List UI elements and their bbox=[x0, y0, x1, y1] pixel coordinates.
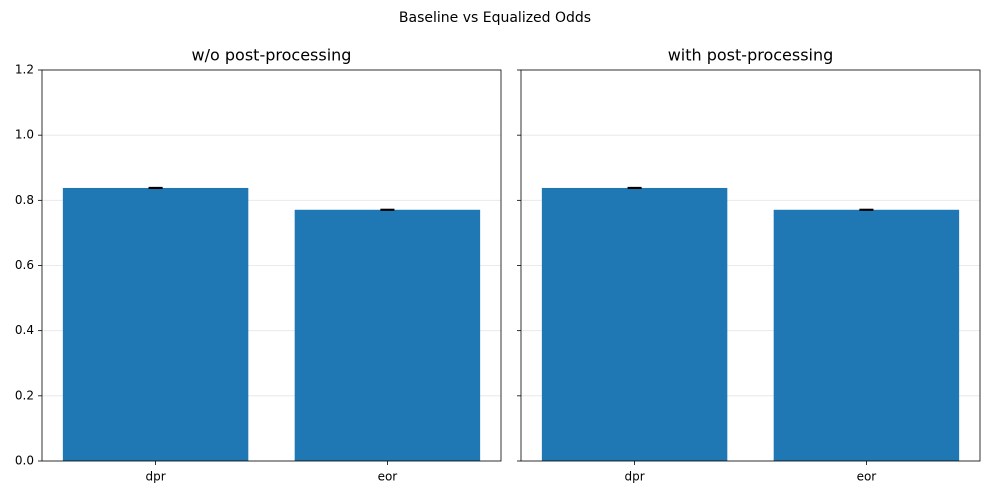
y-tick-label: 1.0 bbox=[15, 128, 34, 142]
x-tick-label: eor bbox=[378, 470, 398, 484]
x-tick-label: eor bbox=[857, 470, 877, 484]
axes-frame bbox=[520, 69, 981, 462]
error-bar bbox=[859, 208, 874, 211]
bar bbox=[294, 209, 481, 461]
axes-frame bbox=[41, 69, 502, 462]
bar bbox=[773, 209, 960, 461]
subplot-title: with post-processing bbox=[668, 46, 834, 65]
x-tick-label: dpr bbox=[146, 470, 166, 484]
error-bar bbox=[148, 186, 163, 190]
error-bar bbox=[380, 208, 395, 211]
y-tick-label: 0.0 bbox=[15, 454, 34, 468]
y-tick-label: 0.4 bbox=[15, 323, 34, 337]
subplot-title: w/o post-processing bbox=[192, 46, 352, 65]
y-tick-label: 0.8 bbox=[15, 193, 34, 207]
y-tick-label: 1.2 bbox=[15, 63, 34, 77]
bar bbox=[62, 187, 249, 461]
y-tick-label: 0.6 bbox=[15, 258, 34, 272]
error-bar bbox=[627, 186, 642, 190]
y-tick-label: 0.2 bbox=[15, 388, 34, 402]
bar bbox=[541, 187, 728, 461]
figure-title: Baseline vs Equalized Odds bbox=[399, 10, 591, 26]
x-tick-label: dpr bbox=[625, 470, 645, 484]
